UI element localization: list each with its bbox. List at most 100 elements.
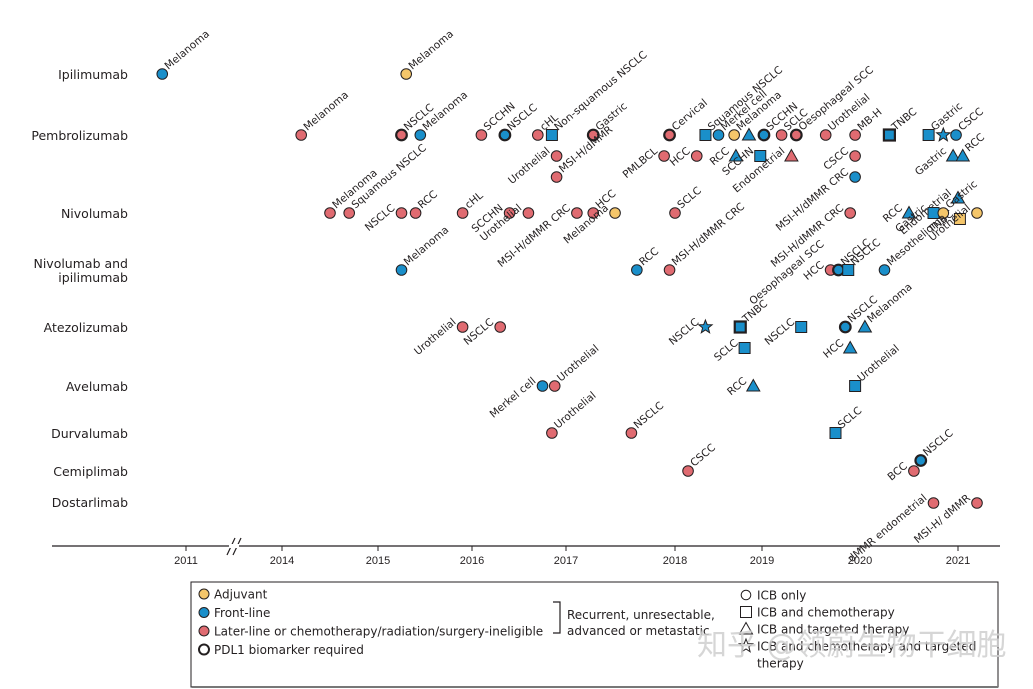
data-point: NSCLC	[625, 400, 666, 439]
marker-circle	[849, 129, 861, 141]
point-label: Urothelial	[412, 316, 458, 358]
legend: Adjuvant Front-line Later-line or chemothe…	[190, 581, 999, 688]
point-label: CSCC	[821, 145, 851, 173]
marker-circle	[609, 207, 621, 219]
marker-circle	[494, 321, 507, 333]
data-point: SCLC	[712, 337, 751, 364]
point-label: Gastric	[913, 145, 949, 178]
marker-circle	[663, 128, 676, 142]
data-point: RCC	[725, 375, 761, 398]
marker-square	[849, 380, 862, 392]
drug-label: Ipilimumab	[58, 67, 128, 82]
marker-circle	[927, 497, 940, 509]
marker-square	[795, 321, 808, 333]
marker-circle	[395, 264, 408, 276]
x-axis	[52, 537, 1000, 556]
legend-bracket-text-2: advanced or metastatic	[567, 624, 710, 638]
legend-box	[190, 581, 999, 688]
legend-adjuvant-icon	[198, 588, 210, 600]
marker-triangle	[728, 148, 744, 162]
legend-pdl1-label: PDL1 biomarker required	[214, 643, 364, 657]
data-point: NSCLC	[667, 316, 714, 348]
data-point: HCC	[668, 145, 703, 169]
marker-circle	[971, 207, 983, 219]
marker-circle	[849, 150, 861, 162]
marker-circle	[658, 150, 670, 162]
data-point: Melanoma	[395, 224, 451, 276]
marker-circle	[937, 207, 950, 219]
marker-triangle	[842, 340, 858, 354]
data-point: Merkel cell	[488, 375, 549, 421]
marker-circle	[395, 207, 408, 219]
point-label: NSCLC	[363, 202, 398, 234]
marker-circle	[456, 207, 469, 219]
marker-circle	[690, 150, 703, 162]
marker-circle	[295, 129, 308, 141]
data-point: CSCC	[682, 442, 718, 477]
marker-circle	[587, 207, 600, 219]
point-label: PMLBCL	[621, 145, 661, 181]
point-label: RCC	[963, 131, 987, 154]
data-point: PMLBCL	[621, 145, 670, 181]
marker-square	[699, 129, 712, 141]
marker-circle	[324, 207, 336, 219]
marker-circle	[414, 129, 427, 141]
marker-triangle	[784, 148, 799, 162]
point-label: Melanoma	[301, 89, 351, 133]
marker-star	[935, 126, 952, 142]
point-label: MSI-H/dMMR	[557, 124, 615, 176]
data-point: RCC	[631, 245, 661, 276]
point-label: HCC	[821, 337, 846, 361]
marker-circle	[663, 264, 676, 276]
point-label: BCC	[886, 460, 910, 483]
marker-circle	[550, 150, 563, 162]
x-tick-label: 2021	[946, 555, 970, 567]
legend-triangle-icon	[738, 621, 754, 635]
marker-circle	[682, 465, 694, 477]
legend-bracket	[553, 601, 561, 634]
data-point: NSCLC	[363, 202, 408, 234]
drug-label: Nivolumab	[61, 206, 128, 221]
x-tick-label: 2019	[750, 555, 774, 567]
marker-circle	[789, 128, 803, 142]
point-label: HCC	[668, 145, 693, 169]
drug-label: Atezolizumab	[44, 320, 128, 335]
legend-bracket-text-1: Recurrent, unresectable,	[567, 608, 715, 622]
point-label: RCC	[725, 375, 749, 398]
x-tick-label: 2016	[460, 555, 484, 567]
data-point: NSCLC	[763, 316, 808, 348]
point-label: Gastric	[593, 100, 629, 133]
marker-circle	[908, 465, 920, 477]
point-label: Urothelial	[552, 390, 598, 432]
drug-label: Avelumab	[66, 379, 128, 394]
marker-square	[733, 320, 747, 334]
point-label: SCLC	[836, 405, 865, 432]
data-point: SCLC	[669, 185, 704, 219]
marker-circle	[712, 129, 725, 141]
point-label: NSCLC	[921, 427, 956, 459]
point-label: CSCC	[688, 442, 718, 470]
data-point: NSCLC	[914, 427, 956, 467]
marker-circle	[914, 454, 928, 467]
x-tick-label: 2018	[663, 555, 687, 567]
marker-circle	[550, 171, 563, 183]
legend-later_line-icon	[198, 625, 210, 637]
drug-label: Durvalumab	[51, 426, 128, 441]
marker-triangle	[901, 205, 917, 219]
marker-square	[754, 150, 767, 162]
legend-shape-label: therapy	[757, 657, 804, 671]
point-label: Melanoma	[406, 28, 456, 72]
legend-circle-icon	[740, 589, 752, 601]
data-point: Urothelial	[412, 316, 469, 358]
drug-label: Nivolumab and	[33, 256, 128, 271]
point-label: Merkel cell	[488, 375, 539, 420]
marker-triangle	[955, 148, 971, 162]
marker-circle	[498, 128, 512, 142]
data-point: NSCLC	[462, 316, 507, 348]
marker-circle	[546, 427, 558, 439]
x-tick-label: 2011	[174, 555, 198, 567]
marker-circle	[586, 128, 600, 142]
marker-circle	[536, 380, 549, 392]
